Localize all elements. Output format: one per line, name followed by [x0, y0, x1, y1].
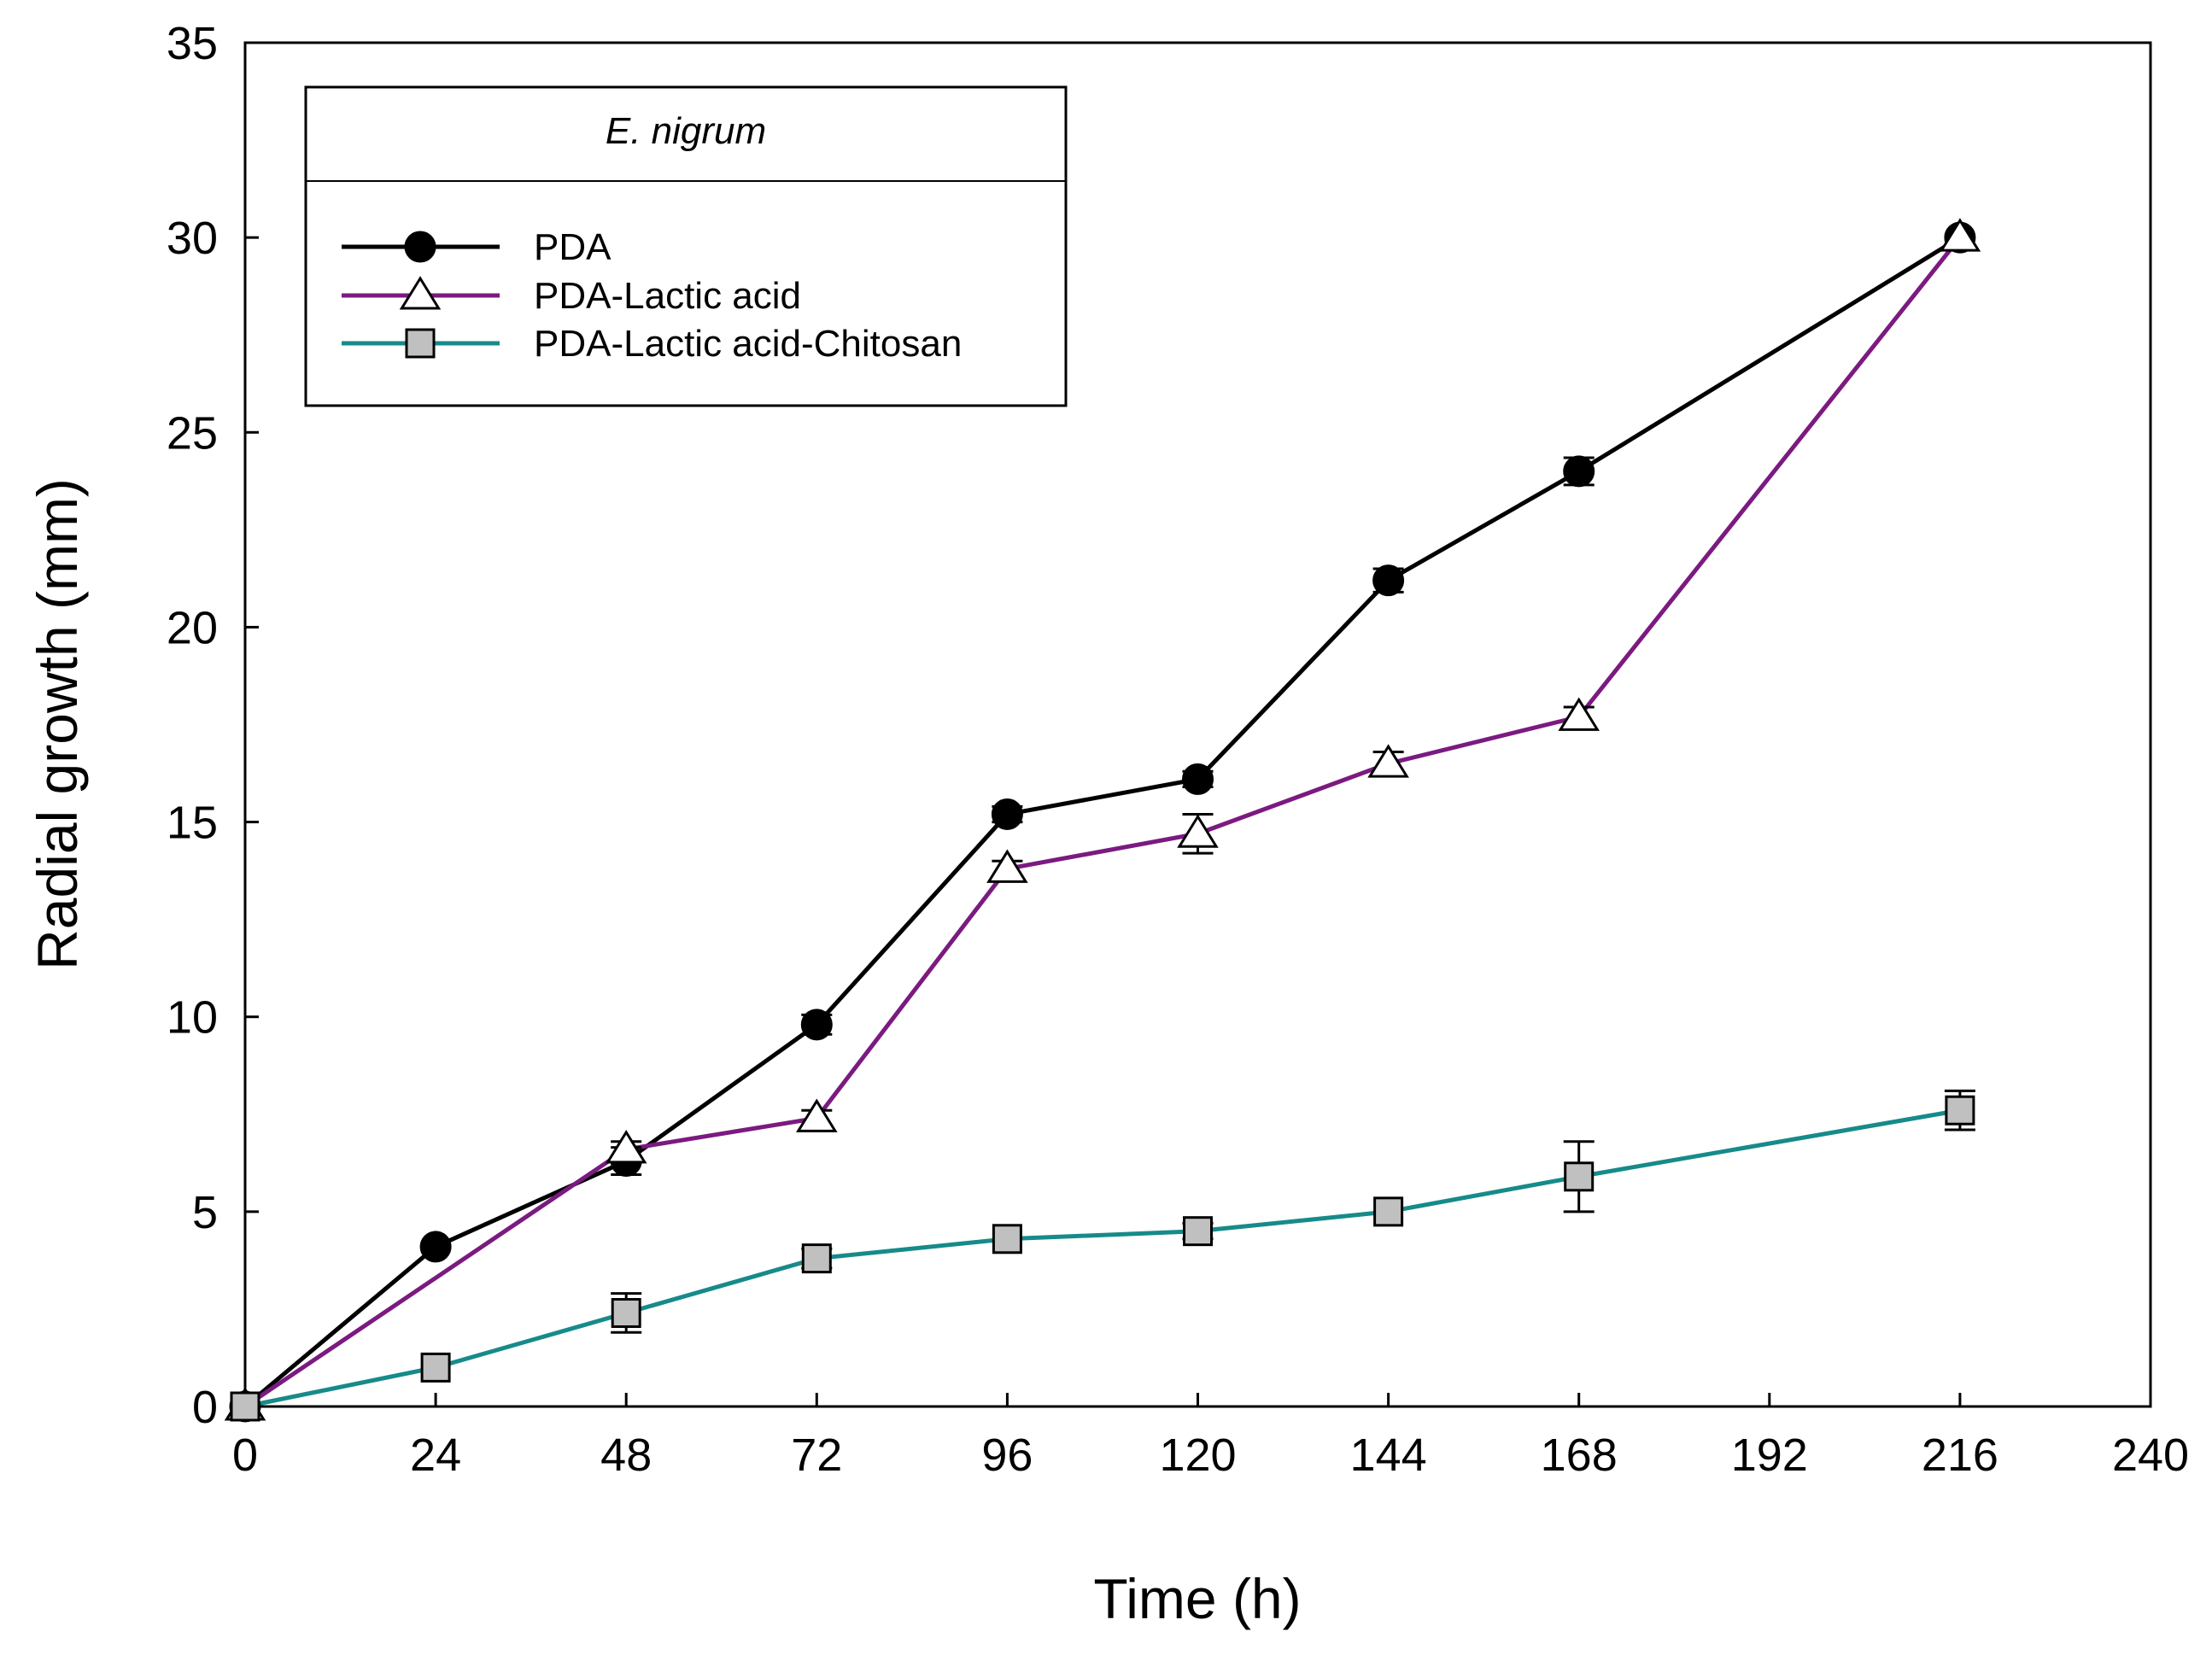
- y-tick-label: 10: [167, 992, 218, 1044]
- data-markers: [224, 218, 1981, 1423]
- x-tick-label: 192: [1731, 1430, 1808, 1481]
- y-tick-label: 0: [192, 1382, 218, 1433]
- x-tick-label: 96: [981, 1430, 1033, 1481]
- y-tick-label: 30: [167, 213, 218, 264]
- series-1-point: [1372, 564, 1405, 597]
- x-tick-label: 24: [410, 1430, 461, 1481]
- series-2-point: [796, 1098, 838, 1132]
- series-3-point: [420, 1352, 451, 1383]
- series-3-point: [1373, 1196, 1404, 1227]
- x-tick-label: 144: [1350, 1430, 1427, 1481]
- x-tick-label: 216: [1922, 1430, 1998, 1481]
- series-3-point: [611, 1297, 641, 1328]
- legend-marker-1: [404, 231, 436, 263]
- y-tick-label: 35: [167, 18, 218, 69]
- series-2-point: [1939, 218, 1981, 252]
- y-tick-label: 5: [192, 1187, 218, 1238]
- series-2-point: [1367, 744, 1409, 778]
- series-1-point: [1182, 763, 1214, 795]
- series-3-point: [1945, 1095, 1975, 1126]
- series-3-point: [801, 1243, 832, 1274]
- series-3-point: [1183, 1216, 1213, 1247]
- series-3-point: [992, 1224, 1022, 1254]
- series-1-point: [800, 1009, 833, 1041]
- x-tick-label: 168: [1541, 1430, 1618, 1481]
- legend-label-3: PDA-Lactic acid-Chitosan: [534, 323, 962, 365]
- legend-marker-3: [405, 328, 436, 359]
- legend-title: E. nigrum: [606, 110, 766, 152]
- series-2-point: [1558, 697, 1600, 731]
- y-tick-label: 15: [167, 798, 218, 849]
- series-2-point: [986, 849, 1028, 883]
- x-tick-label: 120: [1159, 1430, 1236, 1481]
- legend-label-2: PDA-Lactic acid: [534, 275, 801, 317]
- x-tick-label: 0: [232, 1430, 258, 1481]
- legend: E. nigrum PDA PDA-Lactic acid PDA-Lactic a…: [304, 85, 1068, 407]
- series-2-point: [1177, 814, 1219, 848]
- x-axis-title: Time (h): [1093, 1567, 1301, 1630]
- series-1-point: [1563, 455, 1595, 488]
- axis-ticks: 0 24 48 72 96 120 144 168 192 216 240 0 5 10 15 20 25 30 3…: [167, 18, 2189, 1481]
- y-tick-label: 25: [167, 407, 218, 459]
- y-tick-label: 20: [167, 602, 218, 653]
- series-2-point: [605, 1129, 647, 1164]
- x-tick-label: 48: [600, 1430, 652, 1481]
- series-1-point: [419, 1231, 452, 1263]
- series-1-point: [991, 798, 1023, 830]
- y-axis-title: Radial growth (mm): [26, 478, 89, 970]
- series-3-point: [1564, 1161, 1595, 1192]
- series-3-point: [230, 1391, 260, 1422]
- x-tick-label: 240: [2112, 1430, 2189, 1481]
- legend-label-1: PDA: [534, 226, 612, 268]
- x-tick-label: 72: [791, 1430, 842, 1481]
- legend-entries: PDA PDA-Lactic acid PDA-Lactic acid-Chitos…: [342, 226, 962, 365]
- legend-marker-2: [399, 276, 442, 310]
- series-2-line: [243, 236, 1962, 1409]
